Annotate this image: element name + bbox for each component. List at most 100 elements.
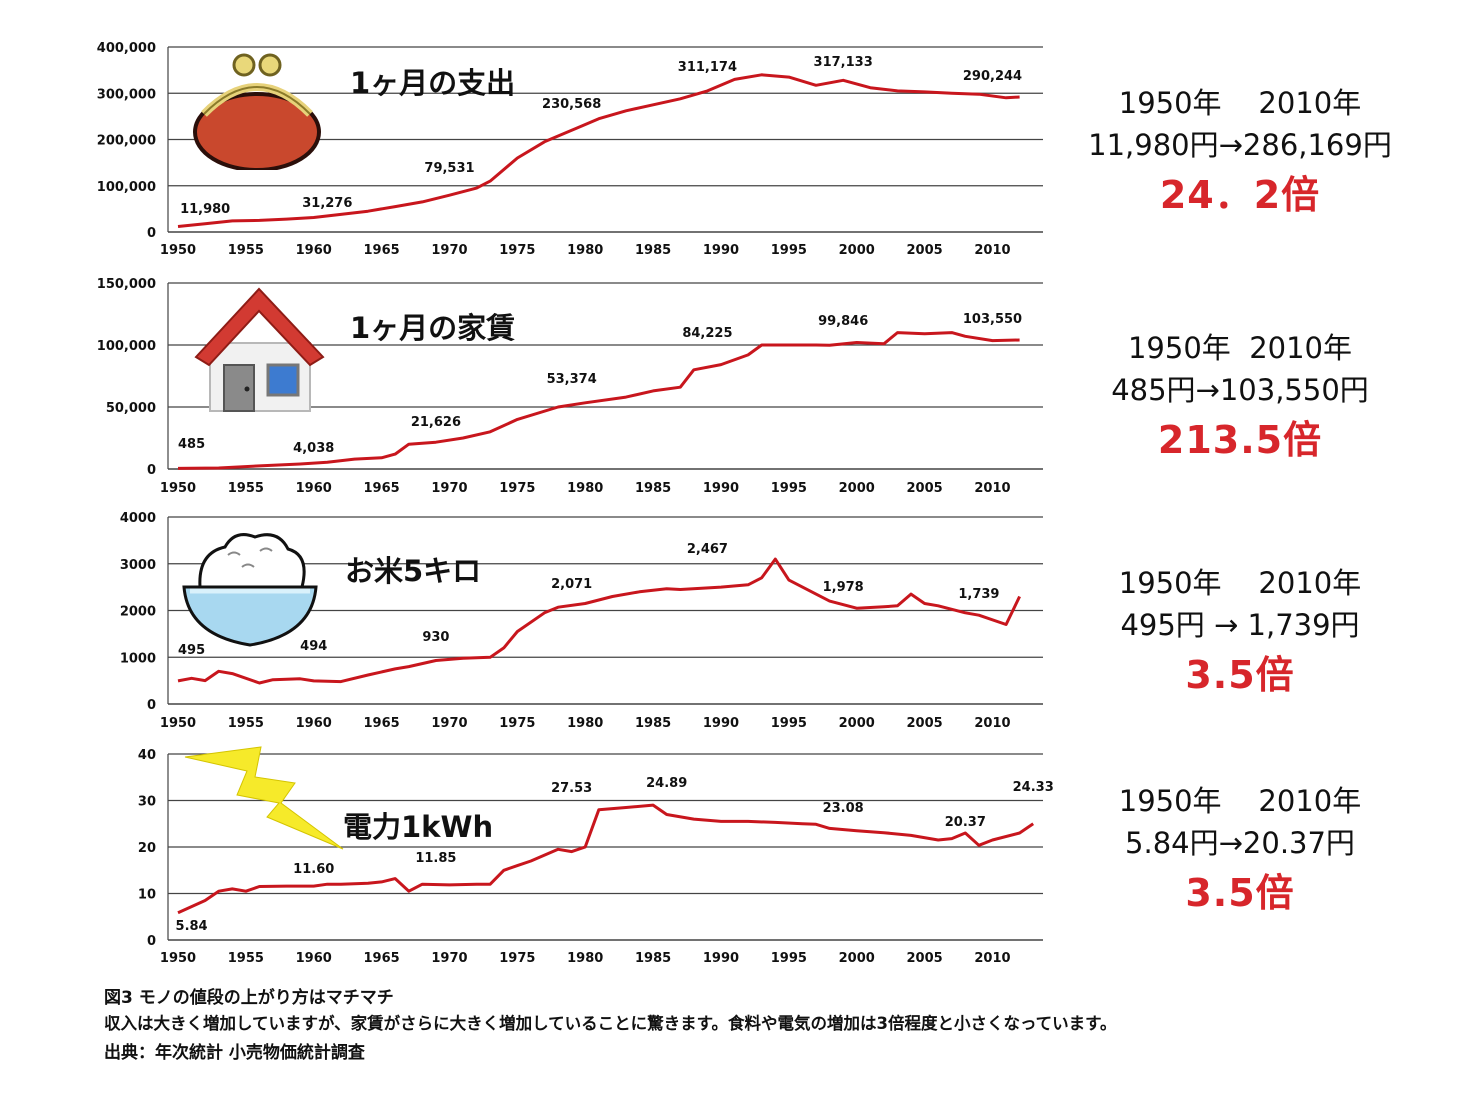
data-label: 11,980 <box>180 202 230 217</box>
purse-icon <box>192 52 322 174</box>
chart-title-rice: お米5キロ <box>345 554 482 588</box>
comparison-prices: 495円 → 1,739円 <box>1120 608 1360 642</box>
data-label: 79,531 <box>424 161 474 176</box>
data-label: 1,739 <box>958 587 999 602</box>
data-label: 2,071 <box>551 577 592 592</box>
comparison-rent: 1950年 2010年 485円→103,550円 213.5倍 <box>1060 325 1420 464</box>
y-tick-label: 150,000 <box>97 277 156 292</box>
x-tick-label: 2005 <box>907 716 943 731</box>
data-label: 24.33 <box>1013 780 1054 795</box>
x-tick-label: 1995 <box>771 716 807 731</box>
y-tick-label: 0 <box>147 934 156 949</box>
x-tick-label: 1960 <box>296 716 332 731</box>
x-tick-label: 2000 <box>839 951 875 966</box>
y-tick-label: 0 <box>147 226 156 241</box>
x-tick-label: 1995 <box>771 243 807 258</box>
data-label: 230,568 <box>542 97 601 112</box>
comparison-rice: 1950年 2010年 495円 → 1,739円 3.5倍 <box>1060 560 1420 699</box>
y-tick-label: 3000 <box>120 558 156 573</box>
comparison-prices: 11,980円→286,169円 <box>1088 128 1392 162</box>
x-tick-label: 1950 <box>160 951 196 966</box>
x-tick-label: 1970 <box>431 951 467 966</box>
y-tick-label: 300,000 <box>97 87 156 102</box>
x-tick-label: 1985 <box>635 243 671 258</box>
x-tick-label: 1950 <box>160 716 196 731</box>
comparison-years: 1950年 2010年 <box>1118 86 1362 120</box>
data-label: 24.89 <box>646 776 687 791</box>
data-label: 99,846 <box>818 314 868 329</box>
x-tick-label: 1980 <box>567 716 603 731</box>
x-tick-label: 1990 <box>703 243 739 258</box>
x-tick-label: 1975 <box>499 481 535 496</box>
x-tick-label: 1970 <box>431 481 467 496</box>
x-tick-label: 1960 <box>296 951 332 966</box>
comparison-years: 1950年 2010年 <box>1127 331 1353 365</box>
x-tick-label: 1975 <box>499 951 535 966</box>
x-tick-label: 1990 <box>703 951 739 966</box>
series-line <box>177 73 1020 228</box>
x-tick-label: 1960 <box>296 481 332 496</box>
data-label: 31,276 <box>302 196 352 211</box>
y-tick-label: 400,000 <box>97 41 156 56</box>
x-tick-label: 1990 <box>703 481 739 496</box>
y-tick-label: 2000 <box>120 605 156 620</box>
x-tick-label: 1995 <box>771 951 807 966</box>
data-label: 11.60 <box>293 862 334 877</box>
x-tick-label: 2005 <box>907 243 943 258</box>
x-tick-label: 1995 <box>771 481 807 496</box>
y-tick-label: 20 <box>138 841 156 856</box>
figure-caption-source: 出典：年次統計 小売物価統計調査 <box>104 1043 365 1063</box>
chart-title-spending: 1ヶ月の支出 <box>350 66 516 100</box>
x-tick-label: 1980 <box>567 481 603 496</box>
x-tick-label: 1980 <box>567 243 603 258</box>
x-tick-label: 1975 <box>499 716 535 731</box>
series-line <box>177 803 1035 915</box>
x-tick-label: 1960 <box>296 243 332 258</box>
data-label: 485 <box>178 437 205 452</box>
series-line <box>177 557 1021 685</box>
x-tick-label: 2005 <box>907 481 943 496</box>
data-label: 53,374 <box>547 372 597 387</box>
x-tick-label: 1965 <box>364 951 400 966</box>
x-tick-label: 2010 <box>974 481 1010 496</box>
data-label: 23.08 <box>823 801 864 816</box>
x-tick-label: 1970 <box>431 243 467 258</box>
x-tick-label: 1950 <box>160 243 196 258</box>
x-tick-label: 1965 <box>364 243 400 258</box>
x-tick-label: 2005 <box>907 951 943 966</box>
data-label: 317,133 <box>814 55 873 70</box>
chart-title-electricity: 電力1kWh <box>343 810 494 844</box>
figure-caption-title: 図3 モノの値段の上がり方はマチマチ <box>104 988 394 1008</box>
x-tick-label: 1985 <box>635 716 671 731</box>
x-tick-label: 1980 <box>567 951 603 966</box>
chart-spending: 0 100,000 200,000 300,000 400,000 1950 1955 196… <box>97 41 1043 258</box>
x-tick-label: 1965 <box>364 716 400 731</box>
lightning-icon <box>183 745 348 859</box>
y-tick-label: 0 <box>147 698 156 713</box>
x-tick-label: 1955 <box>228 716 264 731</box>
x-tick-label: 1955 <box>228 951 264 966</box>
chart-rent: 0 50,000 100,000 150,000 1950 1955 1960 1965 197… <box>97 277 1043 496</box>
y-tick-label: 30 <box>138 795 156 810</box>
x-tick-label: 2010 <box>974 951 1010 966</box>
y-tick-label: 40 <box>138 748 156 763</box>
chart-title-rent: 1ヶ月の家賃 <box>350 311 516 345</box>
house-icon <box>192 285 327 419</box>
x-tick-label: 1965 <box>364 481 400 496</box>
x-tick-label: 2000 <box>839 243 875 258</box>
y-tick-label: 4000 <box>120 511 156 526</box>
data-label: 494 <box>300 639 327 654</box>
data-label: 4,038 <box>293 441 334 456</box>
data-label: 1,978 <box>823 580 864 595</box>
y-tick-label: 200,000 <box>97 134 156 149</box>
data-label: 103,550 <box>963 312 1022 327</box>
comparison-years: 1950年 2010年 <box>1118 566 1362 600</box>
data-label: 27.53 <box>551 781 592 796</box>
x-tick-label: 2000 <box>839 481 875 496</box>
x-tick-label: 1985 <box>635 951 671 966</box>
comparison-ratio: 3.5倍 <box>1185 871 1295 915</box>
x-tick-label: 1990 <box>703 716 739 731</box>
x-tick-label: 1955 <box>228 481 264 496</box>
y-tick-label: 100,000 <box>97 339 156 354</box>
x-tick-label: 1985 <box>635 481 671 496</box>
